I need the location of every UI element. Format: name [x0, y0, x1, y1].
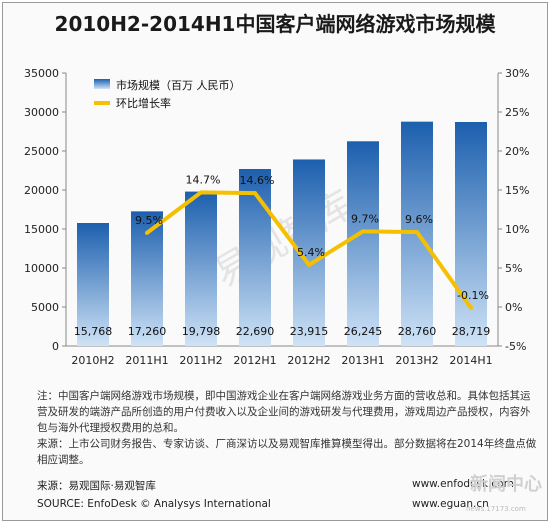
y-right-tick-label: 0%: [505, 301, 522, 314]
corner-logo-sub: news.17173.com: [466, 505, 526, 513]
y-right-tick-label: 10%: [505, 223, 529, 236]
bar-value-label: 28,760: [398, 325, 437, 338]
x-tick-label: 2012H2: [287, 354, 330, 367]
corner-logo: 新闻中心: [470, 474, 542, 495]
bar-value-label: 23,915: [290, 325, 329, 338]
legend-bar-label: 市场规模（百万 人民币）: [116, 78, 241, 92]
y-right-tick-label: 15%: [505, 184, 529, 197]
x-tick-label: 2011H1: [125, 354, 168, 367]
x-tick-label: 2013H1: [341, 354, 384, 367]
bar-value-label: 15,768: [74, 325, 113, 338]
growth-rate-label: 9.7%: [351, 212, 379, 225]
chart-notes: 注：中国客户端网络游戏市场规模，即中国游戏企业在客户端网络游戏业务方面的营收总和…: [37, 388, 537, 468]
y-right-tick-label: 30%: [505, 67, 529, 80]
y-right-tick-label: 20%: [505, 145, 529, 158]
y-left-tick-label: 35000: [24, 67, 59, 80]
note-definition: 注：中国客户端网络游戏市场规模，即中国游戏企业在客户端网络游戏业务方面的营收总和…: [37, 390, 531, 434]
growth-rate-point: [415, 230, 419, 235]
growth-rate-label: 14.7%: [186, 173, 221, 186]
y-left-tick-label: 5000: [31, 301, 59, 314]
bar: [185, 191, 217, 346]
x-tick-label: 2014H1: [449, 354, 492, 367]
chart-title: 2010H2-2014H1中国客户端网络游戏市场规模: [54, 12, 496, 36]
legend-bar-swatch: [94, 79, 110, 89]
growth-rate-label: 9.6%: [405, 213, 433, 226]
source-cn: 来源：易观国际·易观智库: [37, 480, 156, 492]
y-left-tick-label: 30000: [24, 106, 59, 119]
y-right-tick-label: -5%: [505, 340, 526, 353]
bar-value-label: 22,690: [236, 325, 275, 338]
bar: [347, 141, 379, 346]
bar: [455, 121, 487, 347]
y-left-tick-label: 0: [52, 340, 59, 353]
x-tick-label: 2013H2: [395, 354, 438, 367]
y-right-tick-label: 5%: [505, 262, 522, 275]
y-left-tick-label: 20000: [24, 184, 59, 197]
source-url-eguan[interactable]: www.eguan.cn: [412, 498, 489, 510]
source-en: SOURCE: EnfoDesk © Analysys Internationa…: [37, 498, 271, 510]
growth-rate-label: 14.6%: [240, 174, 275, 187]
x-tick-label: 2010H2: [71, 354, 114, 367]
growth-rate-label: 5.4%: [297, 246, 325, 259]
x-tick-label: 2011H2: [179, 354, 222, 367]
growth-rate-label: -0.1%: [457, 289, 489, 302]
source-url-enfodesk[interactable]: www.enfodesk.com: [412, 478, 514, 490]
bar-value-label: 28,719: [452, 325, 491, 338]
bar-value-label: 26,245: [344, 325, 383, 338]
note-source: 来源：上市公司财务报告、专家访谈、厂商深访以及易观智库推算模型得出。部分数据将在…: [37, 438, 537, 466]
growth-rate-point: [361, 229, 365, 234]
y-left-tick-label: 10000: [24, 262, 59, 275]
growth-rate-point: [145, 230, 149, 235]
y-left-tick-label: 25000: [24, 145, 59, 158]
growth-rate-label: 9.5%: [135, 214, 163, 227]
growth-rate-point: [307, 262, 311, 267]
bar: [77, 223, 109, 346]
bar-value-label: 17,260: [128, 325, 167, 338]
x-tick-label: 2012H1: [233, 354, 276, 367]
bar-value-label: 19,798: [182, 325, 221, 338]
watermark: 易观智库: [207, 182, 361, 296]
legend-line-label: 环比增长率: [116, 96, 171, 110]
y-right-tick-label: 25%: [505, 106, 529, 119]
y-left-tick-label: 15000: [24, 223, 59, 236]
chart-canvas: 易观智库 0 5000 10000 15000 20000 25000 30000 35000…: [24, 67, 529, 367]
bar: [239, 169, 271, 346]
growth-rate-point: [253, 191, 257, 196]
growth-rate-point: [199, 190, 203, 195]
growth-rate-point: [469, 305, 473, 310]
